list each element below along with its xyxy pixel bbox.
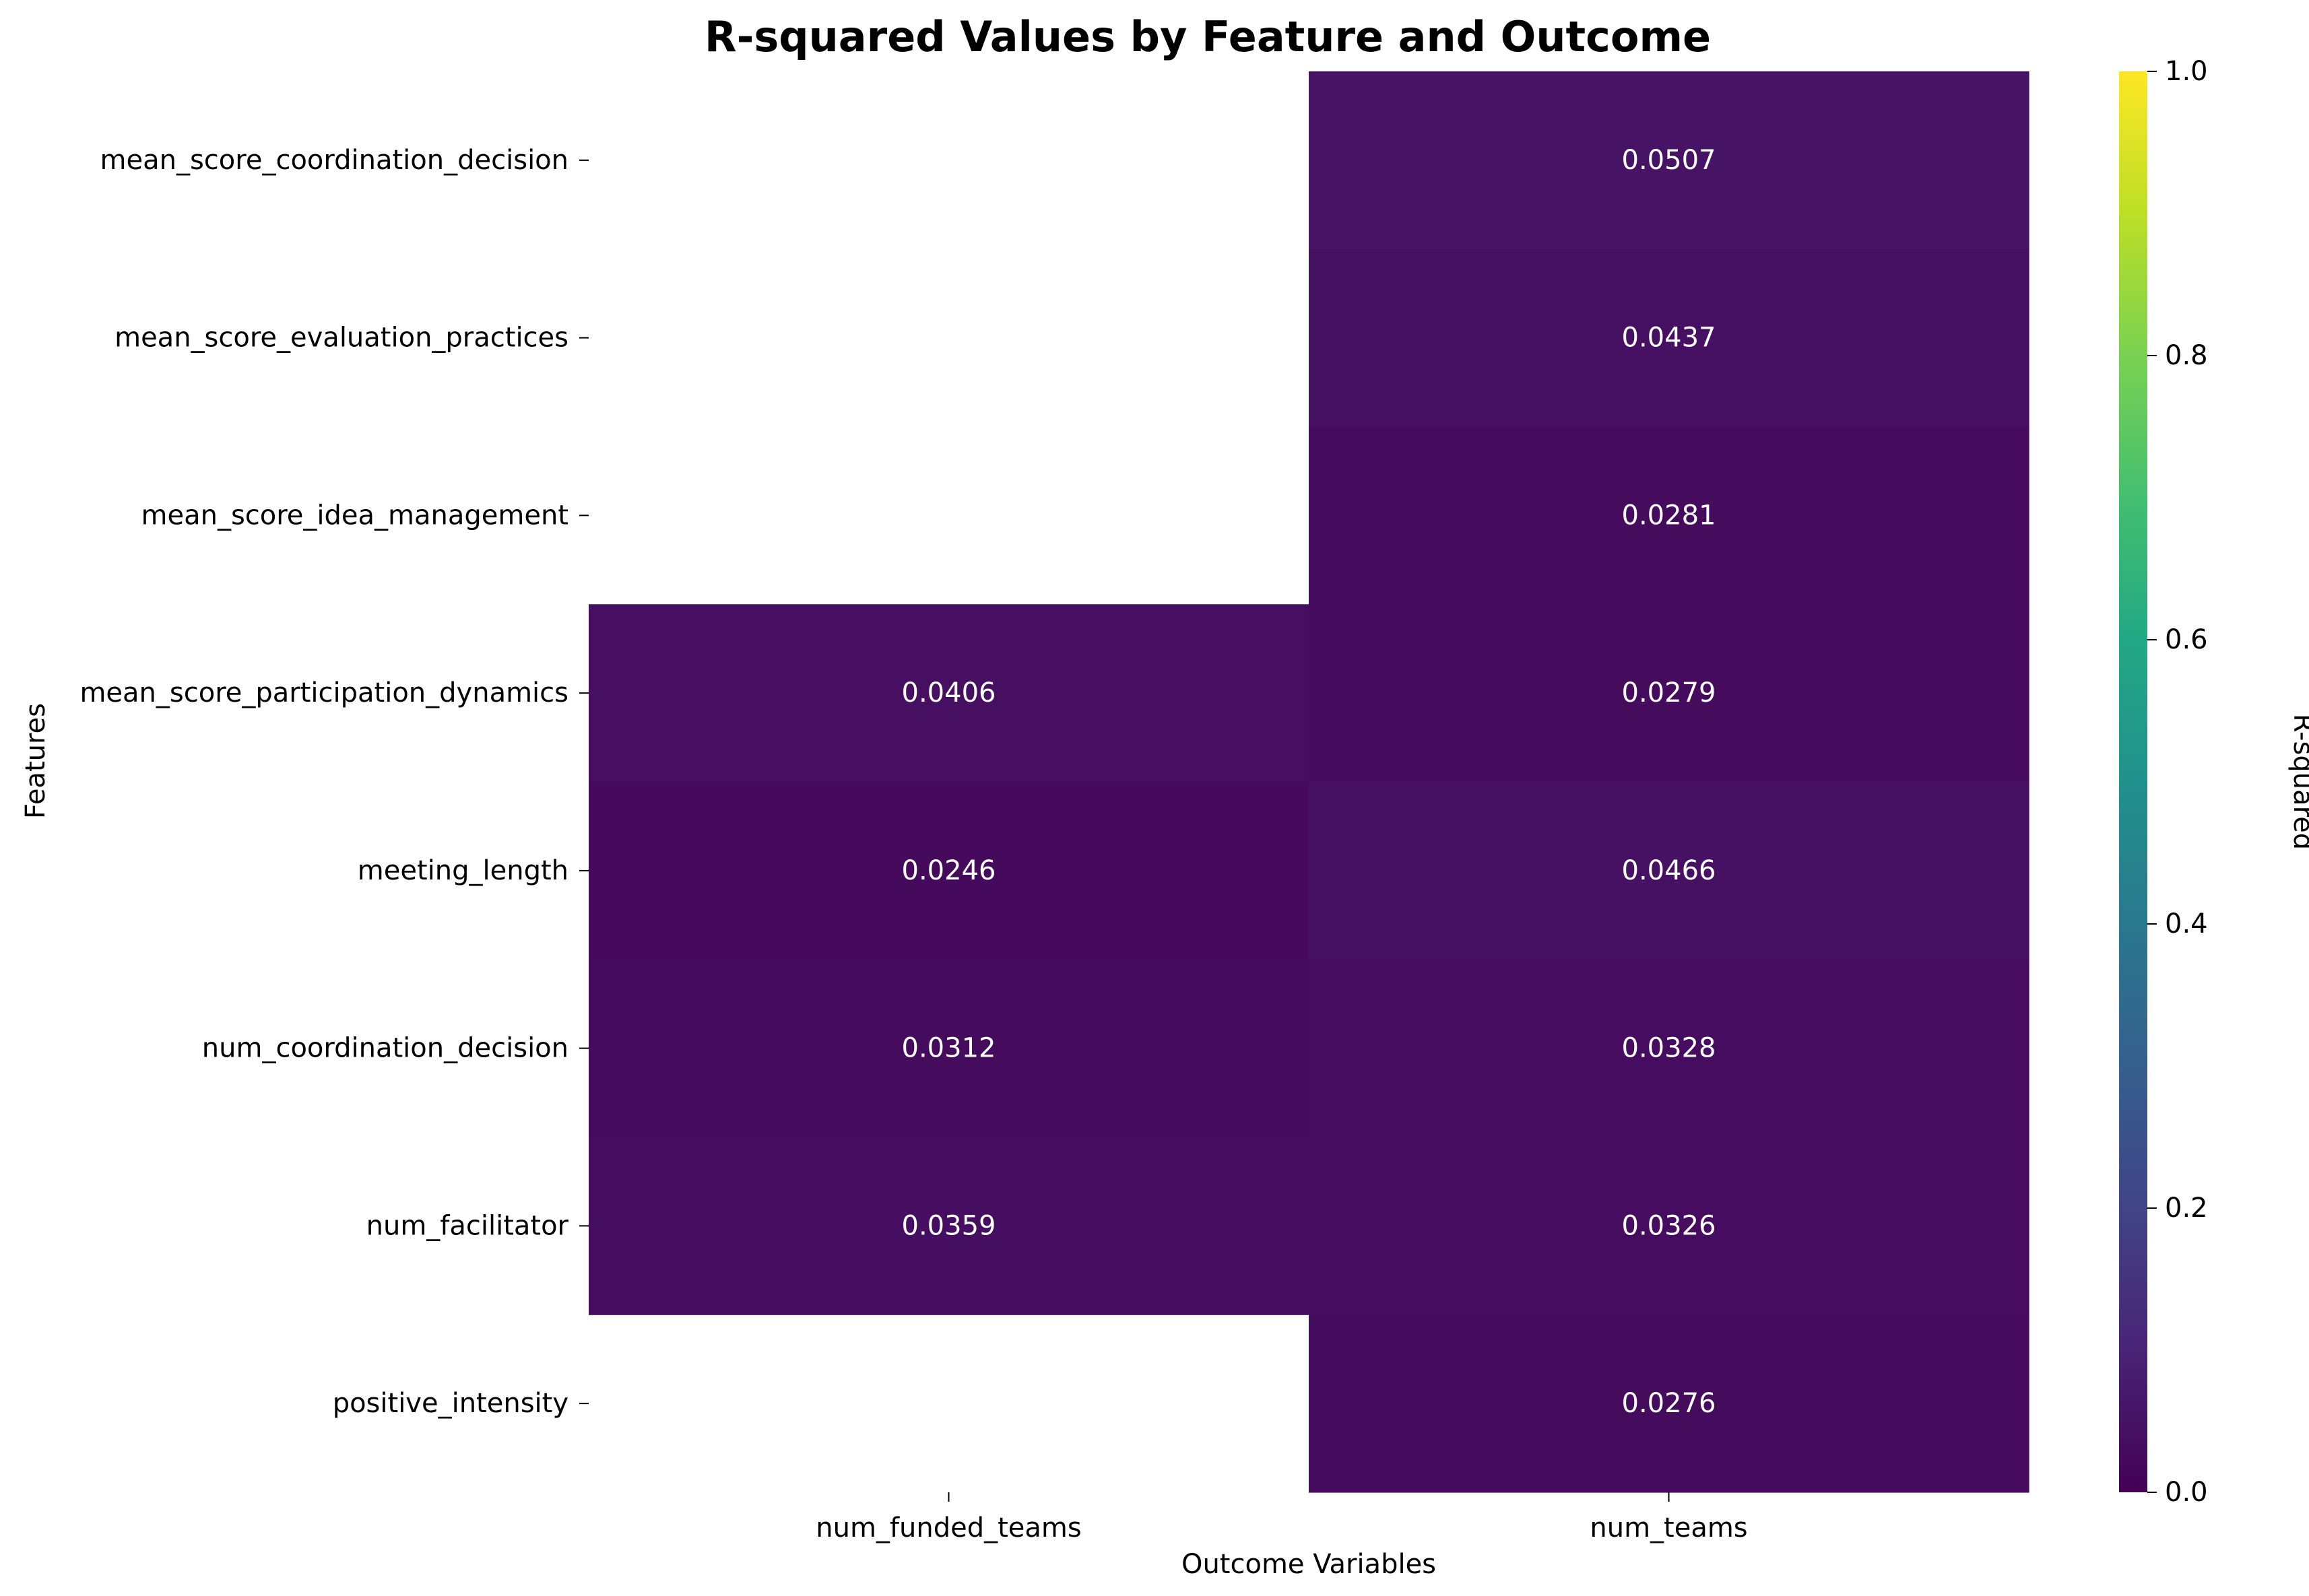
x-tick-label: num_teams <box>1590 1512 1747 1543</box>
y-tick-label: num_coordination_decision <box>202 1033 568 1064</box>
heatmap-cell <box>1309 426 2029 605</box>
y-tick-label: mean_score_evaluation_practices <box>115 323 568 354</box>
y-tick-label: mean_score_idea_management <box>141 500 569 531</box>
y-axis-label: Features <box>20 703 51 819</box>
cell-value-label: 0.0406 <box>902 677 996 708</box>
heatmap-cell <box>589 604 1309 783</box>
cell-value-label: 0.0466 <box>1622 855 1716 886</box>
colorbar-tick-label: 0.8 <box>2165 340 2208 371</box>
colorbar-tick-label: 1.0 <box>2165 56 2208 87</box>
cell-value-label: 0.0437 <box>1622 323 1716 354</box>
x-tick-label: num_funded_teams <box>816 1512 1081 1543</box>
cell-value-label: 0.0359 <box>902 1210 996 1241</box>
colorbar-ticks: 0.0 0.2 0.4 0.6 0.8 1.0 <box>2147 56 2208 1508</box>
heatmap-cell <box>1309 248 2029 428</box>
cell-value-label: 0.0281 <box>1622 500 1716 531</box>
colorbar <box>2119 71 2147 1492</box>
cell-value-label: 0.0328 <box>1622 1033 1716 1064</box>
colorbar-tick-label: 0.6 <box>2165 624 2208 655</box>
heatmap-value-labels: 0.0507 0.0437 0.0281 0.0406 0.0279 0.0246 0.04… <box>902 145 1716 1419</box>
heatmap-cell <box>589 782 1309 960</box>
heatmap-cell <box>1309 1137 2029 1315</box>
cell-value-label: 0.0246 <box>902 855 996 886</box>
cell-value-label: 0.0312 <box>902 1033 996 1064</box>
y-axis-ticks: mean_score_coordination_decision mean_sco… <box>79 145 589 1419</box>
heatmap-cell <box>589 1137 1309 1315</box>
colorbar-tick-label: 0.4 <box>2165 908 2208 939</box>
colorbar-label: R-squared <box>2287 714 2309 850</box>
y-tick-label: num_facilitator <box>366 1210 569 1241</box>
y-tick-label: meeting_length <box>358 855 568 886</box>
y-tick-label: mean_score_coordination_decision <box>100 145 568 176</box>
heatmap-cells <box>589 71 2029 1493</box>
colorbar-tick-label: 0.2 <box>2165 1193 2208 1224</box>
cell-value-label: 0.0326 <box>1622 1210 1716 1241</box>
heatmap-cell <box>1309 782 2029 960</box>
heatmap-cell <box>1309 71 2029 250</box>
heatmap-cell <box>1309 604 2029 783</box>
y-tick-label: positive_intensity <box>333 1388 568 1419</box>
colorbar-tick-label: 0.0 <box>2165 1477 2208 1508</box>
heatmap-cell <box>589 959 1309 1138</box>
heatmap-cell <box>1309 1315 2029 1493</box>
x-axis-label: Outcome Variables <box>1181 1549 1436 1580</box>
chart-title: R-squared Values by Feature and Outcome <box>705 12 1711 61</box>
x-axis-ticks: num_funded_teams num_teams <box>816 1492 1748 1543</box>
y-tick-label: mean_score_participation_dynamics <box>79 677 568 708</box>
cell-value-label: 0.0276 <box>1622 1388 1716 1419</box>
cell-value-label: 0.0279 <box>1622 677 1716 708</box>
cell-value-label: 0.0507 <box>1622 145 1716 176</box>
heatmap-cell <box>1309 959 2029 1138</box>
